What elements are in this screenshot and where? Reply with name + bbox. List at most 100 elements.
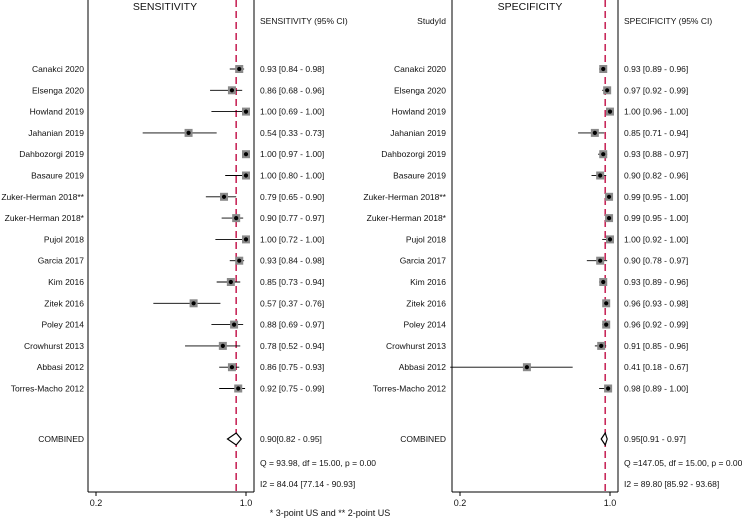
study-label: Abbasi 2012: [37, 362, 85, 372]
study-label: Pujol 2018: [406, 234, 446, 244]
ci-value-label: 0.88 [0.69 - 0.97]: [260, 320, 324, 330]
point-estimate-dot: [598, 173, 603, 178]
study-label: Elsenga 2020: [32, 85, 84, 95]
study-label: Crowhurst 2013: [24, 341, 84, 351]
study-label: Basaure 2019: [31, 171, 84, 181]
x-tick-label: 0.2: [90, 498, 103, 508]
ci-value-label: 0.90 [0.82 - 0.96]: [624, 171, 688, 181]
column-header: SPECIFICITY (95% CI): [624, 16, 712, 26]
study-label: Zuker-Herman 2018**: [363, 192, 446, 202]
study-label: Torres-Macho 2012: [373, 384, 447, 394]
ci-value-label: 0.93 [0.84 - 0.98]: [260, 64, 324, 74]
point-estimate-dot: [191, 301, 196, 306]
ci-value-label: 0.99 [0.95 - 1.00]: [624, 213, 688, 223]
panel-title: SENSITIVITY: [133, 1, 197, 13]
study-label: Garcia 2017: [400, 256, 447, 266]
combined-ci-label: 0.95[0.91 - 0.97]: [624, 434, 686, 444]
point-estimate-dot: [243, 237, 249, 242]
ci-value-label: 0.99 [0.95 - 1.00]: [624, 192, 688, 202]
point-estimate-dot: [221, 194, 227, 199]
point-estimate-dot: [237, 258, 242, 263]
ci-value-label: 0.93 [0.88 - 0.97]: [624, 149, 688, 159]
ci-value-label: 1.00 [0.96 - 1.00]: [624, 107, 688, 117]
study-label: Howland 2019: [30, 107, 85, 117]
study-label: Abbasi 2012: [399, 362, 447, 372]
study-label: Howland 2019: [392, 107, 447, 117]
study-label: Kim 2016: [48, 277, 84, 287]
point-estimate-dot: [601, 66, 606, 72]
point-estimate-dot: [604, 301, 609, 306]
ci-value-label: 0.96 [0.92 - 0.99]: [624, 320, 688, 330]
study-label: Dahbozorgi 2019: [381, 149, 446, 159]
study-label: Jahanian 2019: [28, 128, 84, 138]
heterogeneity-stat: I2 = 89.80 [85.92 - 93.68]: [624, 479, 719, 489]
study-label: Torres-Macho 2012: [11, 384, 85, 394]
study-label: Zuker-Herman 2018*: [367, 213, 447, 223]
ci-value-label: 1.00 [0.69 - 1.00]: [260, 107, 324, 117]
x-tick-label: 1.0: [240, 498, 253, 508]
ci-value-label: 0.97 [0.92 - 0.99]: [624, 85, 688, 95]
study-label: Elsenga 2020: [394, 85, 446, 95]
ci-value-label: 0.98 [0.89 - 1.00]: [624, 384, 688, 394]
point-estimate-dot: [604, 322, 609, 327]
study-label: Zitek 2016: [44, 298, 84, 308]
combined-label: COMBINED: [400, 434, 446, 444]
ci-value-label: 0.85 [0.73 - 0.94]: [260, 277, 324, 287]
ci-value-label: 0.41 [0.18 - 0.67]: [624, 362, 688, 372]
heterogeneity-stat: I2 = 84.04 [77.14 - 90.93]: [260, 479, 355, 489]
heterogeneity-stat: Q = 93.98, df = 15.00, p = 0.00: [260, 458, 376, 468]
point-estimate-dot: [606, 386, 611, 391]
point-estimate-dot: [598, 258, 603, 263]
ci-value-label: 0.93 [0.84 - 0.98]: [260, 256, 324, 266]
point-estimate-dot: [243, 152, 249, 157]
point-estimate-dot: [234, 216, 239, 221]
ci-value-label: 0.78 [0.52 - 0.94]: [260, 341, 324, 351]
point-estimate-dot: [243, 109, 249, 114]
point-estimate-dot: [601, 279, 606, 285]
ci-value-label: 0.85 [0.71 - 0.94]: [624, 128, 688, 138]
study-label: Crowhurst 2013: [386, 341, 446, 351]
point-estimate-dot: [229, 88, 235, 93]
ci-value-label: 1.00 [0.97 - 1.00]: [260, 149, 324, 159]
study-label: Poley 2014: [41, 320, 84, 330]
point-estimate-dot: [186, 130, 191, 135]
study-label: Poley 2014: [403, 320, 446, 330]
point-estimate-dot: [229, 365, 235, 370]
study-label: Zuker-Herman 2018**: [1, 192, 84, 202]
study-label: Kim 2016: [410, 277, 446, 287]
ci-value-label: 0.90 [0.77 - 0.97]: [260, 213, 324, 223]
point-estimate-dot: [606, 194, 612, 199]
point-estimate-dot: [236, 386, 241, 391]
point-estimate-dot: [237, 66, 242, 72]
combined-diamond: [226, 432, 243, 446]
combined-label: COMBINED: [38, 434, 84, 444]
ci-value-label: 0.86 [0.75 - 0.93]: [260, 362, 324, 372]
ci-value-label: 0.92 [0.75 - 0.99]: [260, 384, 324, 394]
panel-title: SPECIFICITY: [498, 1, 563, 13]
point-estimate-dot: [243, 173, 249, 178]
point-estimate-dot: [605, 88, 610, 93]
ci-value-label: 0.91 [0.85 - 0.96]: [624, 341, 688, 351]
point-estimate-dot: [592, 130, 597, 135]
point-estimate-dot: [607, 109, 613, 114]
point-estimate-dot: [599, 343, 604, 348]
study-label: Zitek 2016: [406, 298, 446, 308]
point-estimate-dot: [231, 322, 237, 327]
footnote: * 3-point US and ** 2-point US: [270, 508, 391, 518]
x-tick-label: 0.2: [454, 498, 467, 508]
study-label: Basaure 2019: [393, 171, 446, 181]
ci-value-label: 0.57 [0.37 - 0.76]: [260, 298, 324, 308]
ci-value-label: 1.00 [0.80 - 1.00]: [260, 171, 324, 181]
ci-value-label: 1.00 [0.92 - 1.00]: [624, 234, 688, 244]
ci-value-label: 0.79 [0.65 - 0.90]: [260, 192, 324, 202]
point-estimate-dot: [601, 152, 606, 157]
point-estimate-dot: [524, 365, 530, 370]
heterogeneity-stat: Q =147.05, df = 15.00, p = 0.00: [624, 458, 743, 468]
point-estimate-dot: [606, 216, 612, 221]
ci-value-label: 0.93 [0.89 - 0.96]: [624, 64, 688, 74]
study-label: Pujol 2018: [44, 234, 84, 244]
combined-diamond: [600, 431, 608, 447]
study-label: Jahanian 2019: [390, 128, 446, 138]
study-label: Canakci 2020: [32, 64, 84, 74]
